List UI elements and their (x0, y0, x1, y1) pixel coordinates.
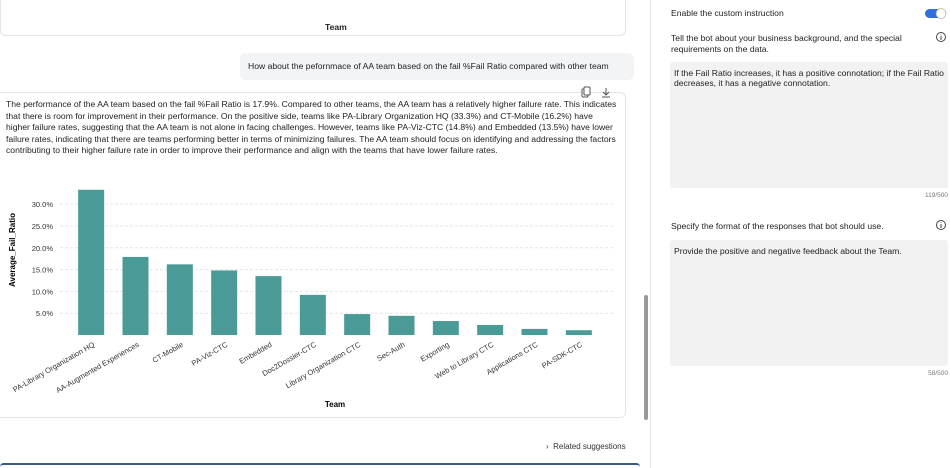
related-suggestions[interactable]: › Related suggestions (546, 442, 626, 451)
y-tick-label: 10.0% (32, 287, 54, 296)
input-bar[interactable] (0, 463, 640, 468)
bar-chart: 5.0% 10.0% 15.0% 20.0% 25.0% 30.0% PA-Library … (8, 189, 614, 409)
toggle-knob (935, 8, 947, 19)
background-prompt: Tell the bot about your business backgro… (671, 33, 902, 54)
assistant-message: The performance of the AA team based on … (6, 99, 617, 156)
copy-icon-back (583, 86, 591, 96)
bar (565, 330, 592, 335)
bar (388, 315, 415, 335)
format-prompt: Specify the format of the responses that… (671, 221, 884, 231)
bar (255, 276, 282, 335)
format-count: 58/500 (928, 370, 948, 377)
settings-panel (650, 0, 950, 468)
bar (78, 189, 105, 335)
background-count: 119/500 (924, 192, 948, 199)
scrollbar[interactable] (644, 295, 648, 420)
prev-card (0, 0, 626, 36)
y-tick-label: 20.0% (32, 244, 54, 253)
toggle-label: Enable the custom instruction (671, 8, 784, 18)
x-tick-label: CT-Mobile (151, 340, 185, 365)
x-tick-label: PA-Viz-CTC (190, 340, 230, 368)
bar (122, 256, 149, 335)
x-tick-label: Sec-Auth (375, 340, 406, 363)
y-tick-label: 30.0% (32, 200, 54, 209)
user-message: How about the pefornmace of AA team base… (240, 53, 634, 80)
bar (477, 324, 504, 335)
y-tick-label: 15.0% (32, 266, 54, 275)
x-tick-label: PA-Library Organization HQ (11, 340, 96, 394)
x-axis-label: Team (325, 400, 345, 409)
background-input[interactable]: If the Fail Ratio increases, it has a po… (670, 62, 948, 188)
x-tick-label: PA-SDK-CTC (540, 340, 584, 371)
x-tick-label: Library Organization CTC (284, 340, 363, 391)
prev-x-label: Team (325, 22, 347, 32)
x-tick-label: Embedded (238, 340, 274, 366)
bar (166, 264, 193, 335)
info-icon[interactable] (935, 219, 947, 231)
format-input[interactable]: Provide the positive and negative feedba… (670, 240, 948, 366)
card-actions[interactable] (578, 86, 618, 100)
download-icon[interactable] (602, 88, 610, 98)
bar (299, 294, 326, 335)
bar (432, 321, 459, 335)
chevron: › (546, 442, 554, 451)
answer-card (0, 92, 626, 418)
y-axis-label: Average_Fail_Ratio (8, 213, 17, 287)
x-tick-label: AA-Augmented Experiences (54, 340, 140, 395)
y-tick-label: 25.0% (32, 222, 54, 231)
bar (344, 314, 371, 335)
related-text: Related suggestions (553, 442, 626, 451)
bar (211, 270, 238, 335)
toggle[interactable] (924, 7, 948, 20)
x-tick-label: Exporting (419, 340, 451, 364)
info-icon[interactable] (935, 31, 947, 43)
y-tick-label: 5.0% (36, 309, 53, 318)
bar (521, 328, 548, 335)
